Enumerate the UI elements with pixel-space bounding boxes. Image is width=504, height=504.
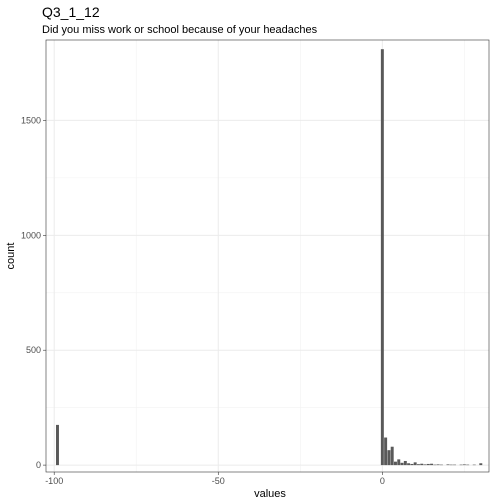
grid-lines (46, 40, 489, 472)
histogram-bar (426, 463, 430, 466)
y-tick-label: 1000 (21, 230, 41, 240)
histogram-bar (413, 462, 417, 466)
chart-subtitle: Did you miss work or school because of y… (42, 24, 318, 36)
chart-title: Q3_1_12 (42, 4, 100, 20)
histogram-bar (436, 464, 440, 466)
panel-border (45, 39, 490, 473)
x-tick-label: 0 (380, 476, 385, 486)
histogram-bar (390, 446, 394, 466)
histogram-bar (439, 464, 443, 466)
histogram-bar (462, 464, 466, 466)
plot-panel (46, 40, 489, 472)
histogram-bar (449, 464, 453, 466)
histogram-bar (433, 464, 437, 466)
histogram-bar (394, 461, 397, 466)
x-axis-title: values (254, 488, 286, 500)
histogram-bar (56, 424, 59, 466)
histogram-bar (410, 463, 414, 466)
histogram-bar (387, 450, 391, 466)
y-tick-label: 0 (36, 460, 41, 470)
x-axis: -100 -50 0 (45, 472, 385, 486)
y-tick-label: 500 (26, 345, 41, 355)
x-tick-label: -50 (212, 476, 225, 486)
x-tick-label: -100 (45, 476, 63, 486)
histogram-bar (397, 459, 401, 466)
histogram-bar (466, 464, 470, 466)
histogram-bar (423, 464, 427, 466)
histogram-bar (407, 463, 411, 466)
histogram-bar (453, 464, 457, 466)
histogram-bar (416, 464, 420, 466)
histogram-bar (400, 462, 404, 466)
histogram-bar (479, 463, 483, 466)
histogram-bar (403, 460, 407, 466)
y-axis: 0 500 1000 1500 (21, 115, 46, 470)
y-axis-title: count (5, 243, 17, 270)
histogram-bar (446, 464, 450, 466)
histogram-bar (384, 437, 388, 466)
histogram-bar (459, 464, 463, 466)
y-tick-label: 1500 (21, 115, 41, 125)
histogram-bar (430, 463, 434, 466)
histogram-bar (420, 463, 424, 466)
histogram-bar (472, 464, 476, 466)
histogram-bars (56, 49, 483, 466)
histogram-bar (380, 49, 384, 466)
